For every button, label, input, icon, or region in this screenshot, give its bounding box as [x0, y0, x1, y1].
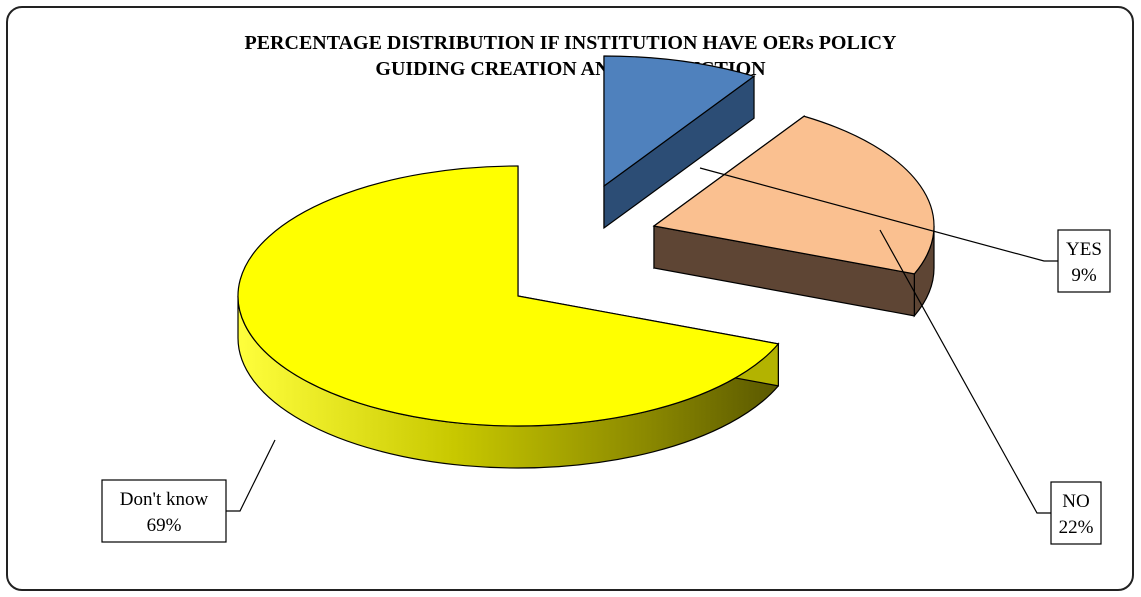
pie-slice-no — [652, 115, 935, 275]
data-label-value-no: 22% — [1059, 517, 1094, 538]
leader-line-don-t-know — [226, 439, 276, 512]
data-label-category-yes: YES — [1066, 239, 1102, 260]
data-label-value-don-t-know: 69% — [147, 515, 182, 536]
data-label-value-yes: 9% — [1071, 265, 1097, 286]
chart-title-line-1: PERCENTAGE DISTRIBUTION IF INSTITUTION H… — [244, 32, 897, 54]
leader-line-no — [879, 229, 1051, 514]
pie-slice-yes — [603, 55, 756, 188]
data-label-box-don-t-know — [101, 479, 227, 543]
data-label-box-yes — [1057, 229, 1111, 293]
leader-line-yes — [699, 167, 1058, 262]
data-label-box-no — [1050, 481, 1102, 545]
data-label-category-no: NO — [1062, 491, 1089, 512]
data-label-category-don-t-know: Don't know — [120, 489, 209, 510]
pie-slice-don-t-know — [237, 165, 780, 427]
